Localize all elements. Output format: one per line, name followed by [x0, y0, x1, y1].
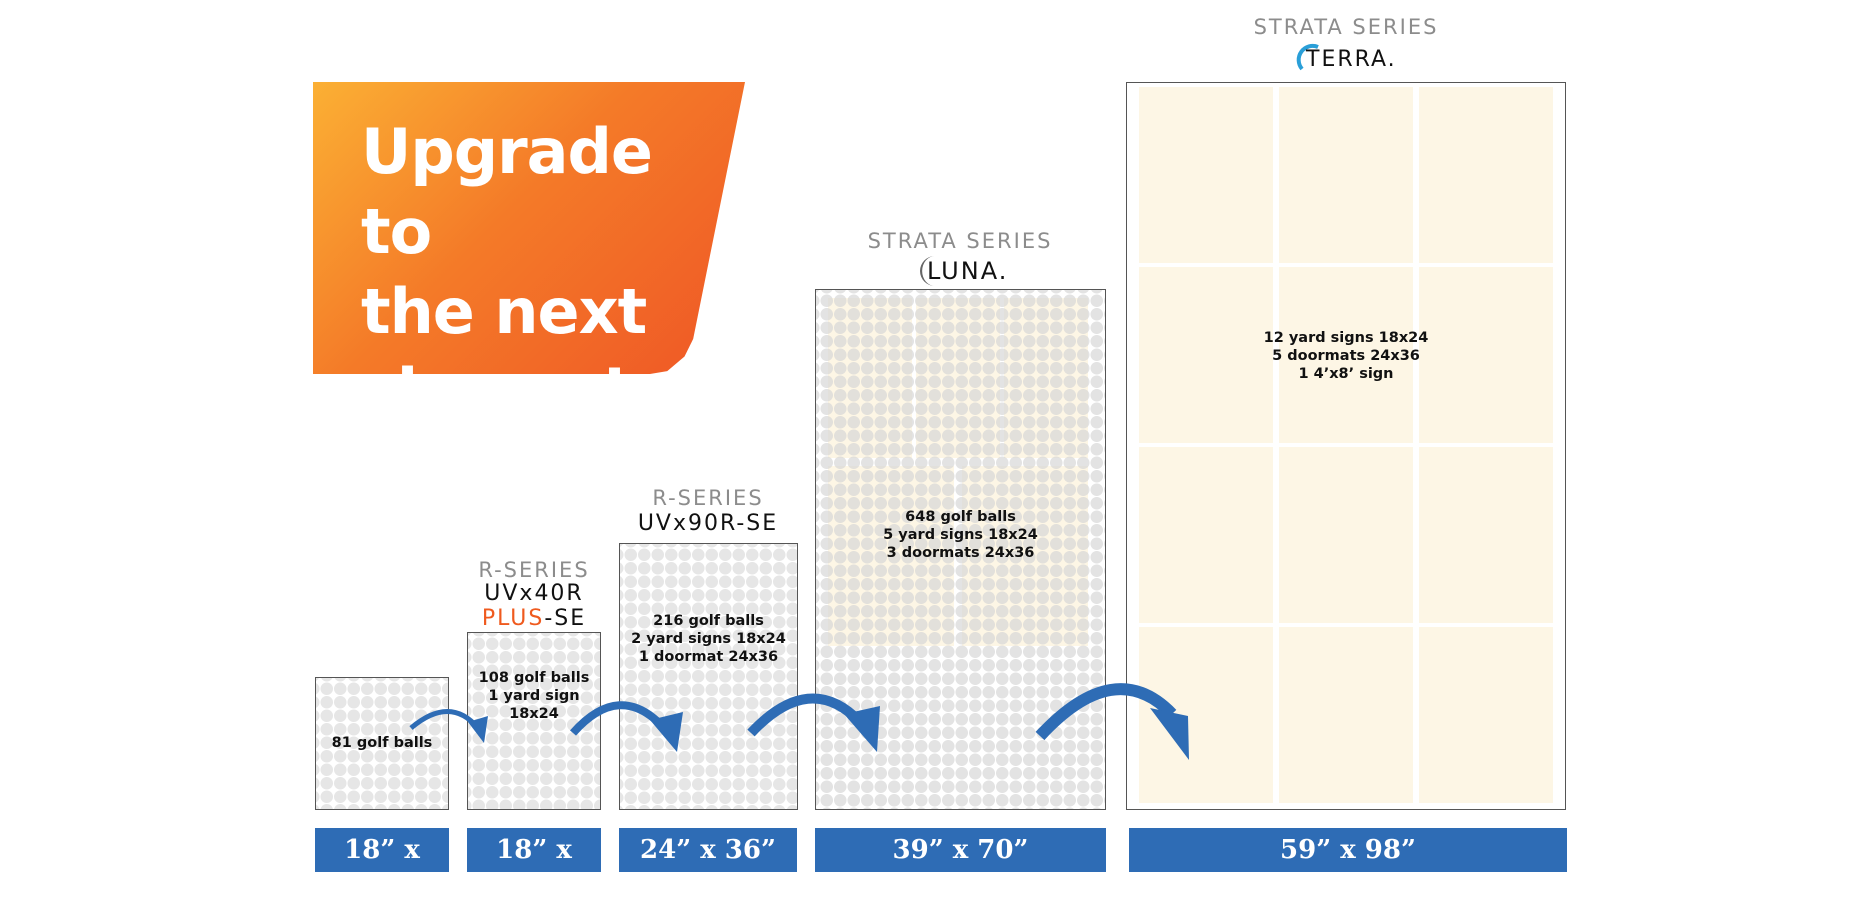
capacity-line: 5 yard signs 18x24: [883, 527, 1038, 543]
capacity-line: 2 yard signs 18x24: [631, 631, 786, 647]
yard-sign-panel: [1279, 447, 1413, 623]
model-variant: PLUS-SE: [467, 606, 601, 631]
yard-sign-panel: [1139, 267, 1273, 443]
arrow-3-head: [844, 706, 880, 752]
capacity-label: 648 golf balls 5 yard signs 18x24 3 door…: [816, 508, 1105, 562]
promo-line-2: the next: [361, 275, 647, 348]
model-label-uvx90r: UVx90R-SE: [637, 511, 779, 536]
capacity-line: 3 doormats 24x36: [886, 545, 1035, 561]
arrow-1-head: [468, 716, 488, 743]
yard-sign-panel: [1279, 627, 1413, 803]
yard-sign-panel: [1279, 267, 1413, 443]
promo-banner: [313, 82, 745, 374]
model-label-uvx40r: UVx40R PLUS-SE: [467, 581, 601, 631]
capacity-line: 648 golf balls: [905, 509, 1016, 525]
series-label-strata-series: STRATA SERIES: [867, 229, 1053, 253]
yard-sign-panel: [1279, 87, 1413, 263]
machine-18x18-bed: 81 golf balls: [315, 677, 449, 810]
capacity-line: 108 golf balls: [478, 670, 590, 686]
swoosh-icon: [1296, 43, 1319, 71]
machine-59x98-bed: 12 yard signs 18x24 5 doormats 24x36 1 4…: [1126, 82, 1566, 810]
size-label-39x70: 39” x 70”: [815, 828, 1106, 872]
model-suffix: -SE: [544, 606, 587, 631]
arrow-4-head: [1150, 708, 1189, 760]
arrow-3: [747, 693, 864, 737]
promo-line-1: Upgrade to: [361, 115, 653, 268]
yard-sign-panel: [1419, 447, 1553, 623]
arrow-1: [409, 709, 480, 730]
arrow-icon: [409, 683, 1189, 760]
promo-line-3: size up!: [361, 355, 629, 428]
machine-18x24-bed: 108 golf balls 1 yard sign 18x24: [467, 632, 601, 810]
capacity-line: 216 golf balls: [653, 613, 764, 629]
capacity-line: 81 golf balls: [331, 735, 433, 751]
capacity-label: 81 golf balls: [316, 734, 448, 752]
capacity-label: 12 yard signs 18x24 5 doormats 24x36 1 4…: [1127, 329, 1565, 383]
capacity-line: 1 yard sign 18x24: [488, 688, 580, 722]
capacity-line: 12 yard signs 18x24: [1263, 330, 1429, 346]
golf-ball-grid: [620, 544, 797, 809]
capacity-line: 1 4’x8’ sign: [1298, 366, 1394, 382]
yard-sign-panel: [1139, 447, 1273, 623]
size-label-24x36: 24” x 36”: [619, 828, 797, 872]
model-name: UVx40R: [484, 581, 584, 606]
golf-ball-grid: [316, 678, 448, 809]
model-name: TERRA.: [1306, 47, 1397, 72]
crescent-icon: [920, 256, 935, 286]
model-name: LUNA.: [927, 257, 1009, 285]
yard-sign-panel: [1419, 87, 1553, 263]
golf-ball-grid: [468, 633, 600, 809]
yard-sign-panel: [1419, 627, 1553, 803]
capacity-label: 108 golf balls 1 yard sign 18x24: [468, 669, 600, 723]
capacity-line: 1 doormat 24x36: [638, 649, 779, 665]
arrow-2: [570, 701, 667, 736]
series-label-strata-series: STRATA SERIES: [1253, 15, 1439, 39]
size-label-59x98: 59” x 98”: [1129, 828, 1567, 872]
terra-logo: TERRA.: [1290, 41, 1420, 75]
promo-headline: Upgrade to the next size up!: [361, 112, 721, 432]
capacity-line: 5 doormats 24x36: [1272, 348, 1420, 364]
yard-sign-panel: [1419, 267, 1553, 443]
arrow-2-head: [650, 712, 683, 752]
capacity-label: 216 golf balls 2 yard signs 18x24 1 door…: [620, 612, 797, 666]
machine-24x36-bed: 216 golf balls 2 yard signs 18x24 1 door…: [619, 543, 798, 810]
yard-sign-panel: [1139, 87, 1273, 263]
series-label-r-series: R-SERIES: [478, 558, 590, 582]
arrow-4: [1035, 683, 1177, 741]
model-plus: PLUS: [481, 606, 545, 631]
series-label-r-series: R-SERIES: [652, 486, 764, 510]
luna-logo: LUNA.: [905, 251, 1025, 287]
